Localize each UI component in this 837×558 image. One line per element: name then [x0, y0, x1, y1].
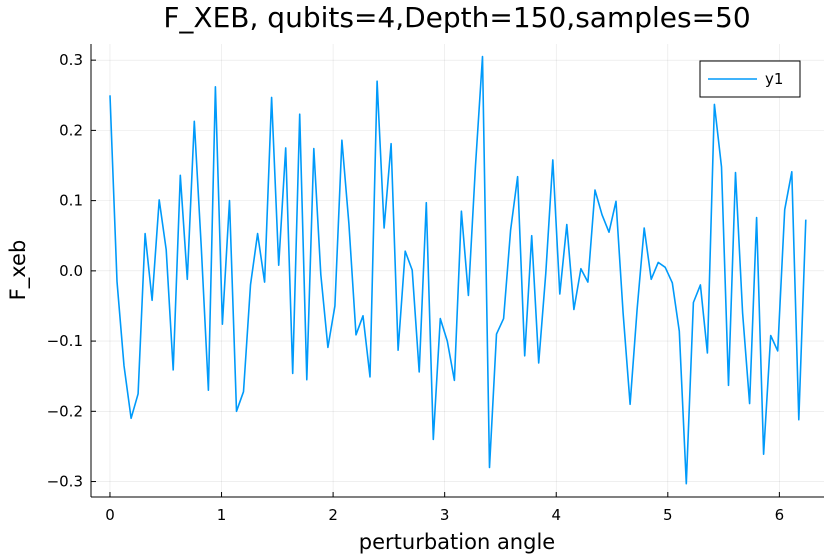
x-ticks: 0 1 2 3 4 5 6 [105, 492, 784, 524]
y-tick-label: 0.1 [59, 192, 83, 210]
legend-label: y1 [765, 70, 783, 88]
y-tick-label: −0.2 [47, 402, 83, 420]
chart-title: F_XEB, qubits=4,Depth=150,samples=50 [163, 1, 750, 34]
y-ticks: −0.3 −0.2 −0.1 0.0 0.1 0.2 0.3 [47, 51, 96, 491]
x-tick-label: 0 [105, 506, 115, 524]
x-axis-title: perturbation angle [359, 530, 555, 554]
x-tick-label: 3 [440, 506, 450, 524]
grid [91, 44, 824, 497]
series-line-y1 [109, 55, 807, 485]
x-tick-label: 1 [217, 506, 227, 524]
y-tick-label: 0.2 [59, 121, 83, 139]
y-tick-label: −0.1 [47, 332, 83, 350]
x-tick-label: 6 [775, 506, 785, 524]
legend: y1 [699, 60, 801, 98]
y-tick-label: 0.3 [59, 51, 83, 69]
series-layer [109, 55, 807, 485]
x-tick-label: 2 [328, 506, 338, 524]
x-tick-label: 4 [551, 506, 561, 524]
y-tick-label: 0.0 [59, 262, 83, 280]
y-axis-title: F_xeb [6, 240, 31, 301]
y-tick-label: −0.3 [47, 473, 83, 491]
x-tick-label: 5 [663, 506, 673, 524]
